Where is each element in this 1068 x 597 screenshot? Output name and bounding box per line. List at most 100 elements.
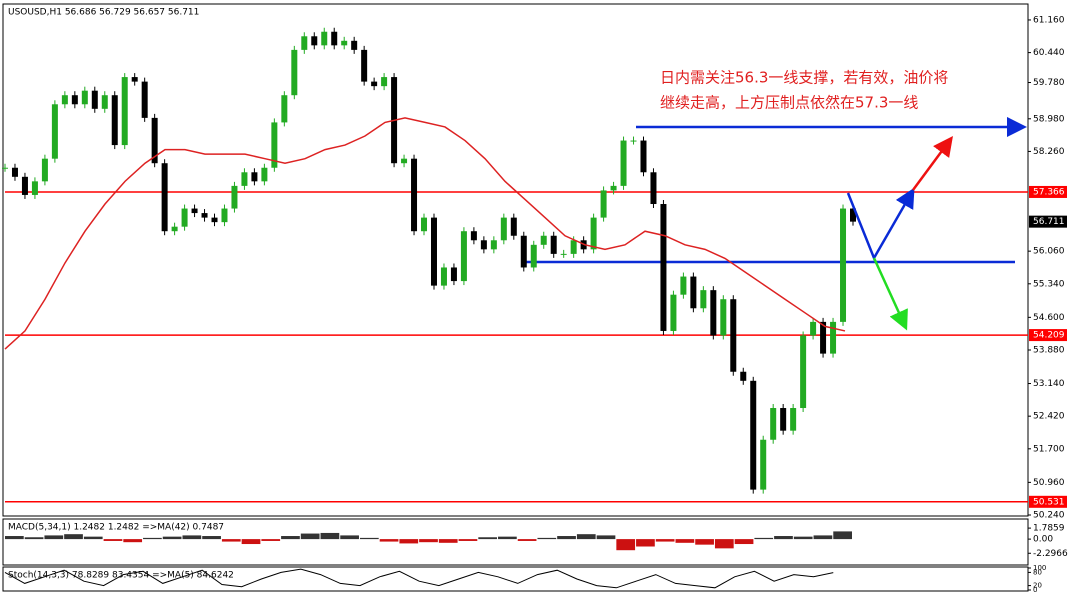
price-tag bbox=[1029, 329, 1067, 342]
macd-bar bbox=[616, 539, 636, 551]
macd-bar bbox=[714, 539, 734, 549]
candle bbox=[640, 140, 647, 173]
macd-bar bbox=[24, 537, 44, 540]
macd-bar bbox=[458, 539, 478, 541]
candle bbox=[740, 371, 747, 381]
y-tick-label: 61.160 bbox=[1033, 15, 1065, 25]
red-arrow bbox=[911, 135, 953, 191]
y-tick-label: 59.780 bbox=[1033, 78, 1065, 88]
candle bbox=[311, 36, 318, 46]
candle bbox=[560, 253, 567, 255]
price-tag bbox=[1029, 185, 1067, 198]
y-tick-label: 51.700 bbox=[1033, 444, 1065, 454]
y-tick-label: 53.140 bbox=[1033, 379, 1065, 389]
candle bbox=[570, 240, 577, 254]
price-tag bbox=[1029, 495, 1067, 508]
candle bbox=[430, 217, 437, 286]
candle bbox=[131, 77, 138, 82]
candle bbox=[61, 95, 68, 105]
macd-bar bbox=[774, 536, 793, 540]
candle bbox=[500, 217, 507, 241]
y-tick-label: -2.2966 bbox=[1033, 549, 1068, 559]
y-tick-label: 50.240 bbox=[1033, 511, 1065, 521]
candle bbox=[840, 208, 847, 322]
candle bbox=[800, 335, 807, 409]
candle bbox=[820, 321, 827, 354]
candle bbox=[411, 158, 418, 232]
y-tick-label: 58.260 bbox=[1033, 147, 1065, 157]
candle bbox=[520, 235, 527, 268]
candle bbox=[460, 231, 467, 282]
macd-bar bbox=[221, 539, 241, 542]
macd-bar bbox=[182, 535, 202, 540]
macd-bar bbox=[576, 534, 596, 540]
y-tick-label: 56.060 bbox=[1033, 247, 1065, 257]
macd-bar bbox=[340, 535, 359, 540]
macd-bar bbox=[103, 539, 123, 541]
y-tick-label: 53.880 bbox=[1033, 345, 1065, 355]
macd-bar bbox=[793, 536, 813, 540]
macd-bar bbox=[813, 535, 833, 540]
candle bbox=[600, 190, 607, 218]
candle bbox=[151, 117, 158, 164]
macd-bar bbox=[44, 535, 64, 540]
candle bbox=[850, 208, 856, 222]
stoch-pane bbox=[2, 566, 1029, 592]
candle bbox=[31, 181, 38, 195]
macd-bar bbox=[517, 539, 537, 541]
candle bbox=[161, 163, 168, 232]
candle bbox=[341, 40, 348, 46]
macd-bar bbox=[241, 539, 261, 545]
macd-bar bbox=[83, 536, 103, 540]
macd-bar bbox=[379, 539, 399, 542]
macd-bar bbox=[5, 536, 24, 540]
macd-bar bbox=[655, 539, 675, 542]
macd-bar bbox=[399, 539, 419, 544]
candle bbox=[331, 31, 338, 46]
candle bbox=[141, 81, 148, 118]
candle bbox=[251, 172, 258, 182]
macd-bar bbox=[833, 531, 852, 540]
macd-bar bbox=[478, 537, 498, 540]
y-tick-label: 50.960 bbox=[1033, 478, 1065, 488]
price-pane bbox=[2, 3, 1029, 517]
macd-bar bbox=[300, 533, 320, 540]
candle bbox=[381, 77, 388, 87]
y-tick-label: 0.00 bbox=[1033, 535, 1053, 545]
candle bbox=[371, 81, 378, 87]
macd-bar bbox=[754, 537, 774, 540]
y-tick-label: 55.340 bbox=[1033, 279, 1065, 289]
candle bbox=[181, 208, 188, 227]
chart-title: USOUSD,H1 56.686 56.729 56.657 56.711 bbox=[8, 8, 199, 18]
candle bbox=[71, 95, 78, 105]
macd-bar bbox=[143, 537, 162, 540]
y-tick-label: 60.440 bbox=[1033, 48, 1065, 58]
candle bbox=[540, 235, 547, 245]
candle bbox=[301, 36, 308, 50]
candle bbox=[590, 217, 597, 250]
candle bbox=[620, 140, 627, 186]
candle bbox=[490, 240, 497, 250]
candle bbox=[440, 267, 447, 286]
y-tick-label: 100 bbox=[1033, 564, 1046, 572]
candle bbox=[121, 77, 128, 146]
y-tick-label: 20 bbox=[1033, 582, 1042, 590]
green-arrow bbox=[872, 257, 908, 331]
candle bbox=[760, 439, 767, 490]
macd-bar bbox=[359, 537, 379, 540]
candle bbox=[720, 299, 727, 336]
candle bbox=[770, 408, 777, 440]
macd-bar bbox=[123, 539, 143, 543]
candle bbox=[750, 380, 757, 490]
candle bbox=[261, 167, 268, 182]
candle bbox=[700, 290, 707, 309]
candle bbox=[271, 122, 278, 168]
candle bbox=[291, 49, 298, 96]
y-tick-label: 0 bbox=[1033, 586, 1037, 593]
candle bbox=[41, 158, 48, 182]
macd-bar bbox=[557, 536, 576, 540]
candle bbox=[450, 267, 457, 282]
candle bbox=[780, 408, 787, 431]
annotation: 继续走高，上方压制点依然在57.3一线 bbox=[660, 94, 918, 112]
